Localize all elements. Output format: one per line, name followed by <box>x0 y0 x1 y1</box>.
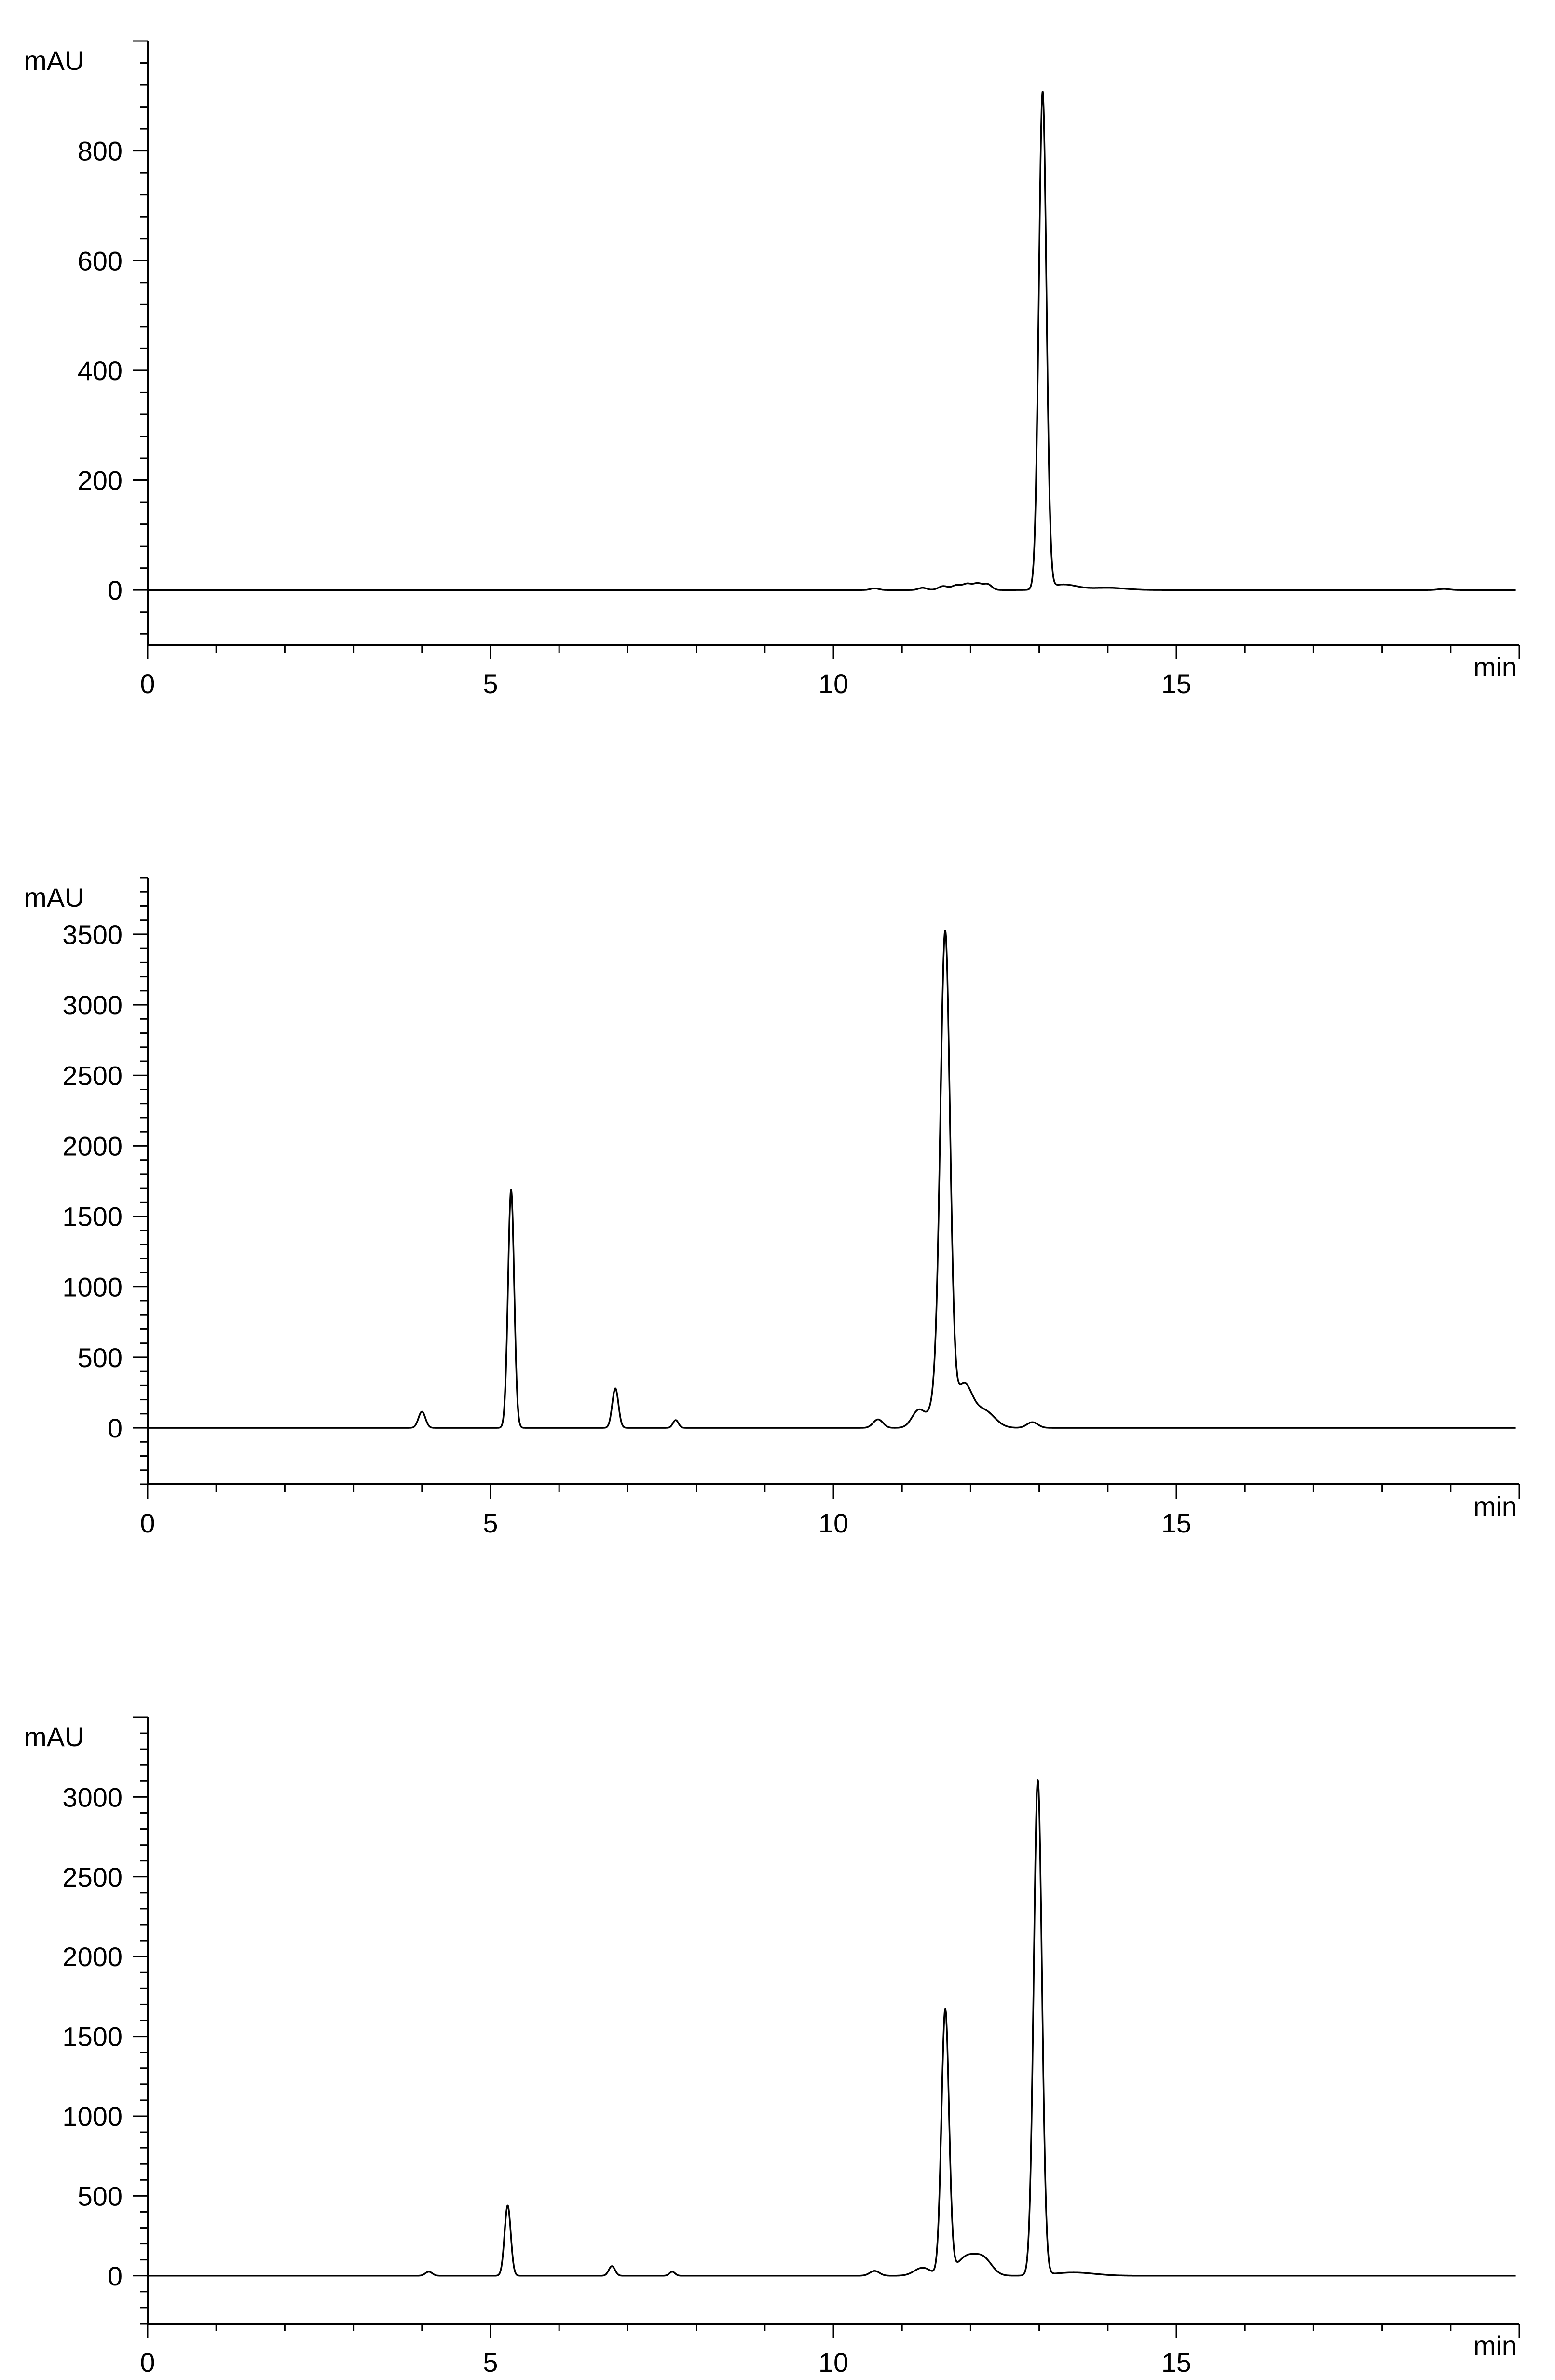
y-tick-label: 800 <box>78 136 123 166</box>
chromatogram-trace <box>147 1779 1516 2277</box>
y-tick-label: 0 <box>108 2261 123 2291</box>
y-tick-label: 1000 <box>62 1272 123 1302</box>
y-tick-labels: 0 500 1000 1500 2000 2500 3000 3500 <box>62 919 123 1443</box>
y-tick-labels: 0 500 1000 1500 2000 2500 3000 <box>62 1782 123 2291</box>
x-tick-label: 10 <box>818 669 848 699</box>
y-tick-label: 3500 <box>62 919 123 950</box>
y-tick-label: 600 <box>78 246 123 276</box>
x-axis-label: min <box>1473 652 1517 682</box>
y-tick-label: 1000 <box>62 2101 123 2132</box>
chart-2: mAU min 0 500 1000 1500 2000 2500 3000 3… <box>24 877 1520 1538</box>
x-tick-labels: 0 5 10 15 <box>140 669 1191 699</box>
y-tick-label: 1500 <box>62 1202 123 1232</box>
y-axis-label: mAU <box>24 882 84 913</box>
y-tick-label: 2000 <box>62 1131 123 1161</box>
y-tick-label: 0 <box>108 1413 123 1443</box>
x-ticks <box>147 1484 1520 1499</box>
chromatogram-trace <box>147 930 1516 1429</box>
x-tick-label: 10 <box>818 2347 848 2378</box>
chart-1: mAU min 0 200 400 600 800 0 5 10 15 <box>24 40 1520 699</box>
y-tick-label: 3000 <box>62 1782 123 1812</box>
x-tick-label: 5 <box>483 2347 498 2378</box>
x-tick-label: 15 <box>1161 669 1191 699</box>
x-tick-label: 15 <box>1161 1508 1191 1538</box>
x-tick-label: 0 <box>140 2347 155 2378</box>
x-tick-labels: 0 5 10 15 <box>140 2347 1191 2378</box>
y-tick-label: 3000 <box>62 990 123 1020</box>
x-tick-label: 15 <box>1161 2347 1191 2378</box>
chromatogram-trace <box>147 91 1516 591</box>
x-tick-label: 0 <box>140 1508 155 1538</box>
chart-3: mAU min 0 500 1000 1500 2000 2500 3000 0… <box>24 1716 1520 2378</box>
y-tick-label: 400 <box>78 356 123 386</box>
y-tick-labels: 0 200 400 600 800 <box>78 136 123 606</box>
y-axis-label: mAU <box>24 45 84 76</box>
y-axis-label: mAU <box>24 1722 84 1752</box>
x-tick-label: 5 <box>483 1508 498 1538</box>
y-tick-label: 2500 <box>62 1862 123 1892</box>
x-ticks <box>147 645 1520 659</box>
x-axis-label: min <box>1473 2330 1517 2361</box>
y-ticks <box>133 40 148 635</box>
y-ticks <box>133 877 148 1485</box>
y-tick-label: 2000 <box>62 1942 123 1972</box>
y-tick-label: 1500 <box>62 2022 123 2052</box>
x-axis-label: min <box>1473 1491 1517 1521</box>
y-tick-label: 2500 <box>62 1060 123 1091</box>
y-tick-label: 0 <box>108 575 123 605</box>
y-tick-label: 500 <box>78 1342 123 1373</box>
y-ticks <box>133 1716 148 2325</box>
y-tick-label: 200 <box>78 465 123 496</box>
x-tick-label: 5 <box>483 669 498 699</box>
x-tick-label: 10 <box>818 1508 848 1538</box>
x-tick-label: 0 <box>140 669 155 699</box>
x-tick-labels: 0 5 10 15 <box>140 1508 1191 1538</box>
x-ticks <box>147 2324 1520 2338</box>
y-tick-label: 500 <box>78 2181 123 2211</box>
